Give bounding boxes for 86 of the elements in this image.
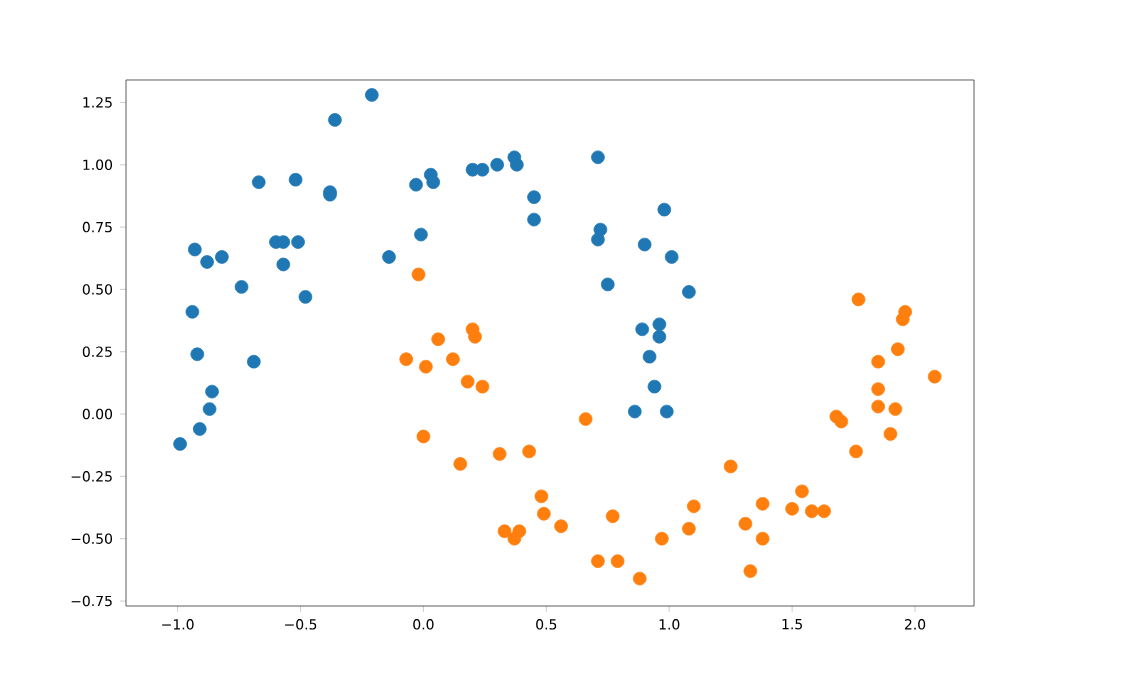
point	[192, 422, 207, 436]
point	[591, 232, 605, 247]
point	[817, 504, 831, 519]
point	[291, 235, 305, 249]
point	[637, 237, 652, 252]
point	[276, 257, 291, 272]
point	[664, 250, 679, 264]
point	[687, 499, 701, 514]
point	[490, 157, 504, 172]
point	[898, 305, 912, 319]
point	[468, 329, 482, 344]
point	[411, 267, 426, 282]
point	[426, 175, 441, 189]
point	[738, 516, 753, 531]
point	[655, 531, 669, 546]
point	[409, 177, 423, 192]
point	[578, 412, 593, 426]
point	[785, 501, 799, 516]
point	[537, 506, 551, 521]
point	[190, 347, 205, 362]
point	[431, 332, 445, 347]
point	[475, 162, 490, 177]
point	[659, 404, 674, 419]
point	[871, 354, 885, 369]
point	[804, 504, 819, 519]
point	[460, 374, 475, 389]
point	[871, 382, 885, 396]
point	[871, 399, 885, 414]
point	[534, 489, 549, 504]
point	[399, 352, 414, 366]
point	[834, 414, 849, 429]
point	[610, 554, 625, 568]
point	[605, 509, 620, 524]
point	[200, 255, 214, 269]
point	[414, 227, 428, 242]
point	[288, 172, 303, 187]
point	[657, 202, 672, 217]
point	[492, 447, 507, 461]
point	[591, 150, 605, 165]
point	[205, 384, 219, 399]
point	[453, 457, 468, 471]
point	[723, 459, 738, 474]
point	[522, 444, 536, 459]
point	[527, 212, 541, 227]
point	[647, 379, 662, 394]
point	[202, 402, 217, 416]
point	[883, 427, 898, 441]
point	[849, 444, 863, 459]
point	[554, 519, 568, 534]
point	[642, 349, 657, 364]
point	[682, 285, 696, 299]
point	[416, 429, 431, 444]
point	[851, 292, 866, 307]
point	[328, 113, 342, 127]
point	[382, 250, 396, 264]
point	[628, 404, 642, 419]
point	[298, 290, 313, 304]
point	[173, 437, 187, 451]
point	[510, 157, 524, 172]
point	[512, 524, 527, 539]
point	[795, 484, 809, 499]
point	[888, 402, 903, 416]
point	[652, 329, 667, 344]
point	[365, 88, 379, 102]
point	[475, 379, 490, 394]
point	[755, 496, 770, 511]
point	[446, 352, 460, 366]
point	[755, 531, 770, 546]
point	[600, 277, 615, 292]
point	[591, 554, 605, 568]
point	[497, 524, 512, 539]
point	[215, 250, 229, 264]
point	[632, 571, 647, 586]
point	[652, 317, 667, 332]
point	[682, 521, 696, 536]
point	[247, 354, 261, 369]
point	[419, 359, 433, 374]
point	[927, 369, 942, 384]
point	[234, 280, 249, 294]
point	[251, 175, 266, 189]
point	[185, 305, 200, 319]
point	[188, 242, 202, 257]
point	[743, 564, 758, 578]
point	[891, 342, 905, 357]
point	[527, 190, 541, 204]
point	[635, 322, 649, 337]
